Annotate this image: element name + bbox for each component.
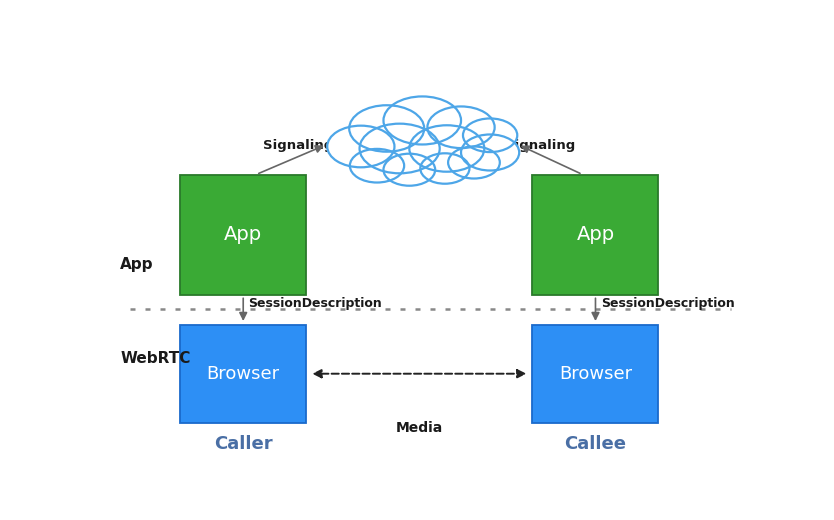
FancyBboxPatch shape (180, 324, 306, 423)
Text: Browser: Browser (559, 365, 632, 383)
Circle shape (384, 96, 461, 145)
Circle shape (384, 154, 435, 186)
Text: Signaling: Signaling (505, 139, 575, 152)
FancyBboxPatch shape (532, 324, 659, 423)
Text: Callee: Callee (565, 435, 626, 453)
FancyBboxPatch shape (180, 175, 306, 295)
Text: WebRTC: WebRTC (120, 352, 191, 367)
Circle shape (420, 153, 470, 184)
Text: SessionDescription: SessionDescription (249, 297, 382, 310)
Circle shape (359, 124, 440, 173)
Text: Browser: Browser (207, 365, 279, 383)
Text: Media: Media (395, 421, 443, 435)
Text: App: App (576, 225, 615, 244)
Circle shape (463, 119, 517, 152)
Circle shape (409, 125, 485, 172)
Circle shape (461, 135, 520, 171)
Circle shape (448, 147, 500, 178)
Circle shape (350, 149, 404, 183)
Circle shape (349, 105, 425, 152)
Text: App: App (120, 257, 154, 272)
Text: Caller: Caller (214, 435, 273, 453)
Circle shape (327, 126, 394, 167)
Text: Signaling: Signaling (263, 139, 334, 152)
Text: App: App (224, 225, 262, 244)
Text: SessionDescription: SessionDescription (600, 297, 735, 310)
FancyBboxPatch shape (532, 175, 659, 295)
Circle shape (427, 107, 495, 148)
